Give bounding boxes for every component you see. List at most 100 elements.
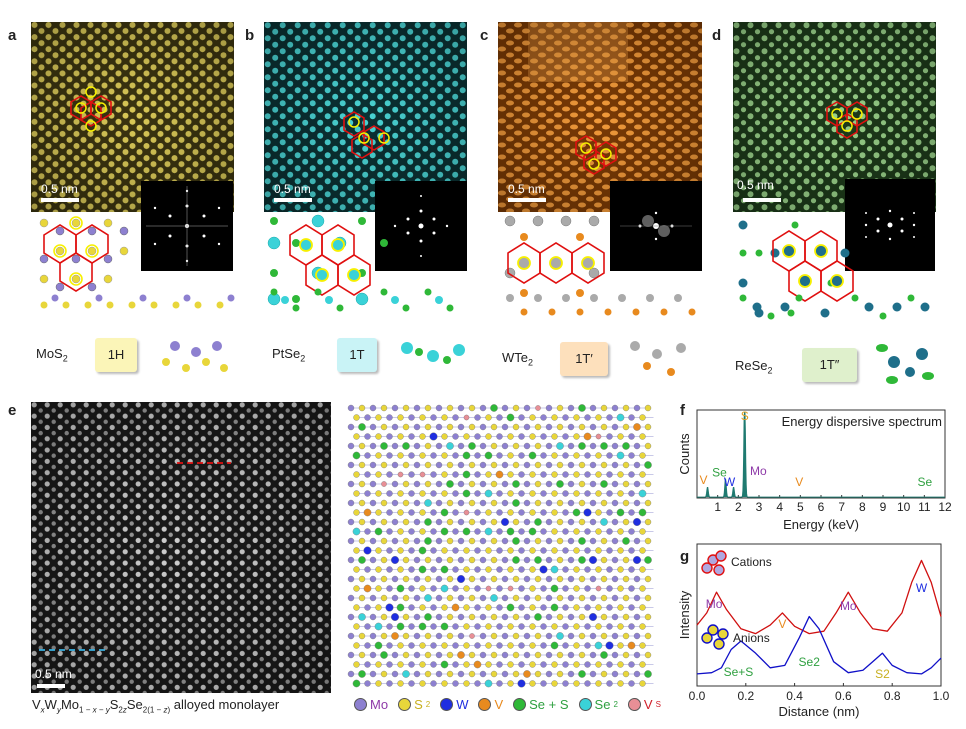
atom [551,680,558,687]
atom [435,461,443,469]
atom [501,651,509,659]
atom [391,670,399,678]
stem-lattice-e [31,402,331,693]
atom [605,641,614,650]
atom [457,442,465,450]
atom [523,461,531,469]
atom [446,537,454,545]
atom [512,404,520,412]
atom [479,651,487,659]
atom [452,566,459,573]
atom [413,442,421,450]
atom [540,509,547,516]
atom [550,584,559,593]
atom [644,537,652,545]
atom [507,547,514,554]
atom [474,547,481,554]
scale-label-d: 0.5 nm [737,178,774,192]
atom [512,594,520,602]
atom [617,680,624,687]
scale-label-a: 0.5 nm [41,182,78,196]
atom [639,414,646,421]
atom [567,518,575,526]
atom [584,547,591,554]
atom [375,661,382,668]
atom [419,642,426,649]
atom [474,680,481,687]
panel-letter-g: g [680,548,690,565]
atom [556,575,564,583]
atom [534,423,542,431]
profile-series-anions [696,615,942,675]
atom [381,481,387,487]
atom [529,566,536,573]
atom [408,490,415,497]
atom [380,518,388,526]
profile-x-tick-label: 0.8 [884,689,901,703]
atom [622,480,630,488]
profile-x-tick-label: 0.0 [689,689,706,703]
atom [468,594,476,602]
atom [551,661,558,668]
atom [490,613,498,621]
atom [380,613,388,621]
atom [353,433,360,440]
atom [402,442,410,450]
atom [452,414,459,421]
atom [479,613,487,621]
atom [474,566,481,573]
atom [435,499,443,507]
atom [501,556,509,564]
cations-icon [701,550,727,576]
atom [435,442,443,450]
atom [545,518,553,526]
atom [545,537,553,545]
atom [435,556,443,564]
atom [358,575,366,583]
atom [457,537,465,545]
atom [545,480,553,488]
atom [588,612,597,621]
eds-peak-label: W [724,475,736,489]
atom [595,604,602,611]
atom [639,642,646,649]
atom [506,527,515,536]
structure-model-c [504,215,605,297]
atom [628,585,635,592]
atom [363,546,372,555]
atom [501,670,509,678]
atom [369,613,377,621]
atom [578,651,586,659]
atom [452,680,459,687]
atom [573,452,580,459]
atom [358,537,366,545]
atom [567,651,575,659]
atom [606,585,613,592]
atom [633,651,641,659]
atom [573,623,580,630]
atom [358,461,366,469]
atom [408,680,415,687]
legend-vs-label: V [643,697,653,712]
atom [556,480,564,488]
atom [606,528,613,535]
atom [413,556,421,564]
atom [490,575,498,583]
material-label-b: PtSe2 [272,346,306,364]
atom [397,452,404,459]
atom [507,471,514,478]
atom [374,527,383,536]
eds-x-tick-label: 3 [756,500,763,514]
atom [622,423,630,431]
atom [353,471,360,478]
atom [578,575,586,583]
atom [396,622,405,631]
atom [347,651,355,659]
atom [617,661,624,668]
atom [440,622,449,631]
atom [385,603,394,612]
anion-atom [701,632,713,644]
atom [474,452,481,459]
atom [430,661,437,668]
atom [506,603,515,612]
